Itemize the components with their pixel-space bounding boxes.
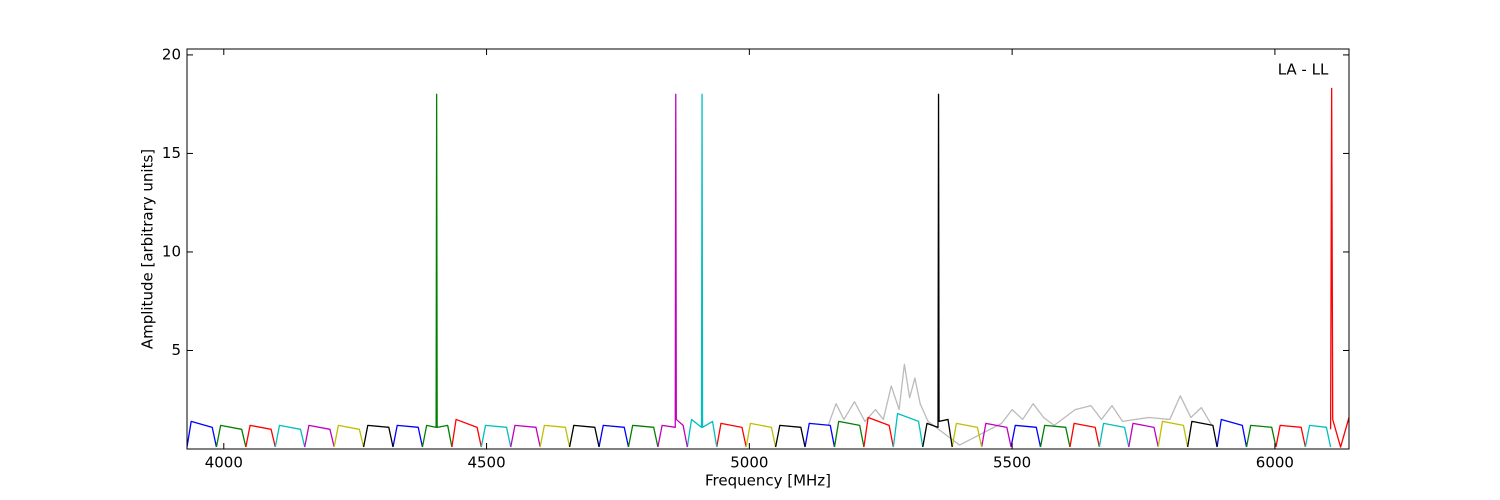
y-tick-label: 5 xyxy=(171,341,181,359)
x-tick-label: 5500 xyxy=(993,454,1031,472)
x-tick-label: 4500 xyxy=(467,454,505,472)
y-tick-label: 10 xyxy=(162,242,181,260)
spectrum-line xyxy=(827,363,1213,446)
y-tick-label: 15 xyxy=(162,144,181,162)
spectrum-line xyxy=(333,420,1189,448)
spectrum-line xyxy=(362,93,1218,448)
spectrum-line xyxy=(245,87,1349,448)
spectrum-line xyxy=(304,93,1159,448)
plot-area xyxy=(187,87,1349,448)
spectrum-line xyxy=(187,418,1248,448)
annotation: LA - LL xyxy=(1278,61,1329,79)
y-axis-label: Amplitude [arbitrary units] xyxy=(139,149,157,349)
spectrum-line xyxy=(274,93,1332,448)
x-tick-label: 4000 xyxy=(205,454,243,472)
x-tick-label: 6000 xyxy=(1256,454,1294,472)
x-axis-label: Frequency [MHz] xyxy=(705,472,831,490)
y-tick-label: 20 xyxy=(162,45,181,63)
x-tick-label: 5000 xyxy=(730,454,768,472)
plot-frame xyxy=(186,48,1350,450)
spectrum-line xyxy=(215,93,1277,448)
